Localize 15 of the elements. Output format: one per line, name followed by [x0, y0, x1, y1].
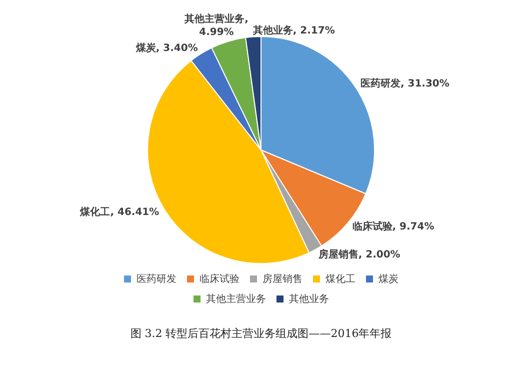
legend-label: 煤炭 [378, 272, 398, 285]
legend-label: 其他主营业务 [206, 292, 266, 305]
legend-label: 煤化工 [326, 272, 356, 285]
legend-label: 医药研发 [136, 272, 176, 285]
legend-label: 其他业务 [289, 292, 329, 305]
data-label: 其他主营业务, 4.99% [184, 13, 248, 38]
data-label: 临床试验, 9.74% [352, 220, 434, 233]
data-label: 煤炭, 3.40% [134, 42, 198, 54]
legend-label: 房屋销售 [262, 272, 302, 285]
data-label: 其他业务, 2.17% [252, 24, 335, 36]
data-label: 医药研发, 31.30% [360, 77, 450, 90]
data-label: 房屋销售, 2.00% [317, 248, 400, 260]
legend-label: 临床试验 [200, 272, 240, 285]
data-label: 煤化工, 46.41% [79, 206, 160, 218]
caption: 图 3.2 转型后百花村主营业务组成图——2016年年报 [129, 326, 393, 341]
